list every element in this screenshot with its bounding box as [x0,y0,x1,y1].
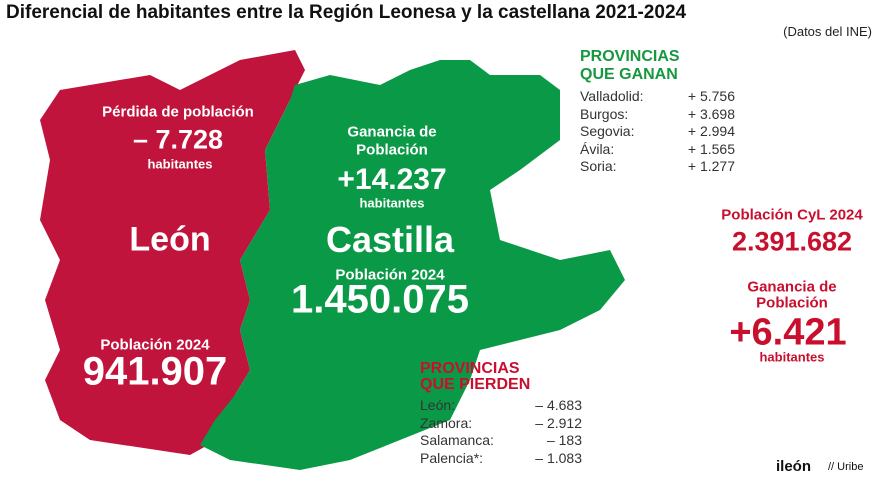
value: 1.450.075 [291,277,469,322]
province-value: – 1.083 [535,449,582,466]
value: 941.907 [82,349,228,394]
label: Ganancia de [747,278,837,296]
value: +6.421 [729,311,847,354]
province-value: – 4.683 [535,397,582,413]
label: Población [756,294,828,312]
province-name: Soria: [580,158,617,174]
table-title: PROVINCIAS [580,48,680,65]
region-name: León [129,220,211,259]
province-name: Zamora: [420,414,473,431]
author: // Uribe [828,461,864,473]
value: +14.237 [337,163,447,196]
province-value: – 2.912 [535,414,582,431]
province-value: – 183 [546,432,582,448]
label: Población 2024 [335,266,445,284]
unit: habitantes [359,195,425,211]
unit: habitantes [147,156,213,172]
leon-region [40,50,305,455]
label: Ganancia de [347,123,437,141]
province-value: + 1.565 [687,140,735,157]
value: 2.391.682 [731,226,853,257]
table-title: PROVINCIAS [420,360,520,377]
province-name: Valladolid: [580,88,644,104]
label: Pérdida de población [102,103,254,121]
province-name: León: [420,397,456,413]
province-name: Palencia*: [420,449,484,466]
source: (Datos del INE) [783,24,872,39]
value: – 7.728 [132,124,224,155]
label: Población CyL 2024 [721,206,863,224]
brand: ileón [776,458,812,475]
label: Población 2024 [100,336,210,354]
province-name: Burgos: [580,105,629,122]
province-name: Segovia: [580,123,635,139]
unit: habitantes [759,349,825,365]
province-value: + 5.756 [687,88,735,104]
province-value: + 2.994 [687,123,735,139]
region-name: Castilla [325,219,455,260]
title: Diferencial de habitantes entre la Regió… [6,2,687,23]
castilla-region [200,60,625,470]
label: Población [356,141,428,159]
table-title: QUE GANAN [580,66,678,83]
province-name: Ávila: [580,140,615,157]
province-value: + 1.277 [687,158,735,174]
province-value: + 3.698 [687,105,735,122]
table-title: QUE PIERDEN [420,376,531,393]
province-name: Salamanca: [420,432,494,448]
